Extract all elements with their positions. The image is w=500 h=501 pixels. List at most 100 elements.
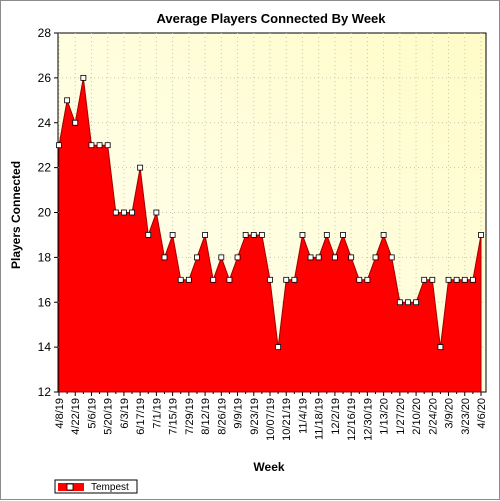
series-layer <box>56 74 484 393</box>
data-point <box>380 232 387 238</box>
x-tick-label: 12/2/19 <box>330 398 342 435</box>
y-axis-label: Players Connected <box>9 161 23 269</box>
x-tick-label: 4/6/20 <box>476 398 488 429</box>
y-tick-label: 14 <box>38 340 52 354</box>
data-point <box>469 276 476 283</box>
data-point <box>267 276 273 283</box>
data-point <box>405 299 411 306</box>
data-point <box>323 232 330 238</box>
data-point <box>185 276 192 283</box>
x-tick-label: 3/23/20 <box>460 398 472 435</box>
chart-title: Average Players Connected By Week <box>156 11 386 26</box>
data-point <box>56 142 62 149</box>
x-tick-label: 7/1/19 <box>151 398 163 429</box>
x-tick-label: 8/26/19 <box>216 398 228 435</box>
data-point <box>364 276 371 283</box>
data-point <box>242 232 249 238</box>
x-tick-label: 6/17/19 <box>135 398 147 435</box>
legend-label-tempest: Tempest <box>91 482 129 493</box>
data-point <box>218 254 225 261</box>
data-point <box>315 254 322 261</box>
x-tick-label: 10/07/19 <box>265 398 277 441</box>
x-axis: 4/8/19 4/22/19 5/6/19 5/20/19 6/3/19 6/17/19 7… <box>54 392 488 441</box>
data-point <box>112 209 119 216</box>
data-point <box>275 344 282 351</box>
y-tick-label: 18 <box>38 250 52 264</box>
data-point <box>461 276 468 283</box>
data-point <box>210 276 217 283</box>
data-point <box>88 142 95 149</box>
data-point <box>96 142 103 149</box>
data-point <box>478 232 484 238</box>
x-tick-label: 2/10/20 <box>411 398 423 435</box>
x-tick-label: 4/22/19 <box>70 398 82 435</box>
data-point <box>258 232 265 238</box>
data-point <box>372 254 379 261</box>
data-point <box>64 97 71 104</box>
data-point <box>388 254 395 261</box>
x-tick-label: 3/9/20 <box>444 398 456 429</box>
data-point <box>437 344 444 351</box>
legend: Tempest <box>54 479 138 494</box>
y-tick-label: 24 <box>38 116 52 130</box>
data-point <box>453 276 460 283</box>
data-point <box>121 209 127 216</box>
x-tick-label: 5/6/19 <box>86 398 98 429</box>
y-tick-label: 12 <box>38 385 52 399</box>
y-tick-label: 26 <box>38 71 52 85</box>
x-tick-label: 11/18/19 <box>314 398 326 440</box>
data-point <box>396 299 403 306</box>
x-tick-label: 12/30/19 <box>362 398 374 441</box>
x-tick-label: 12/16/19 <box>346 398 358 441</box>
data-point <box>348 254 355 261</box>
data-point <box>299 232 306 238</box>
data-point <box>307 254 314 261</box>
x-tick-label: 7/15/19 <box>168 398 180 435</box>
data-point <box>445 276 452 283</box>
x-tick-label: 1/27/20 <box>395 398 407 435</box>
data-point <box>421 276 428 283</box>
x-tick-label: 6/3/19 <box>119 398 131 429</box>
data-point <box>177 276 184 283</box>
data-point <box>202 232 208 238</box>
y-axis: 12 14 16 18 20 22 24 26 28 <box>38 26 58 399</box>
data-point <box>72 119 79 126</box>
data-point <box>283 276 290 283</box>
y-tick-label: 28 <box>38 26 52 40</box>
y-tick-label: 16 <box>38 295 52 309</box>
data-point <box>161 254 168 261</box>
x-axis-label: Week <box>253 460 284 474</box>
y-tick-label: 20 <box>38 206 52 220</box>
data-point <box>145 232 152 238</box>
data-point <box>80 74 87 81</box>
x-tick-label: 9/9/19 <box>233 398 245 429</box>
x-tick-label: 11/4/19 <box>297 398 309 434</box>
data-point <box>291 276 298 283</box>
x-tick-label: 9/23/19 <box>249 398 261 435</box>
data-point <box>429 276 436 283</box>
y-tick-label: 22 <box>38 161 52 175</box>
data-point <box>194 254 200 261</box>
data-point <box>137 164 144 171</box>
data-point <box>413 299 419 306</box>
x-tick-label: 1/13/20 <box>379 398 391 435</box>
x-tick-label: 4/8/19 <box>54 398 66 429</box>
data-point <box>332 254 338 261</box>
x-tick-label: 8/12/19 <box>200 398 212 435</box>
data-point <box>234 254 241 261</box>
x-tick-label: 10/21/19 <box>281 398 293 441</box>
legend-marker-tempest <box>66 483 74 491</box>
data-point <box>129 209 135 216</box>
data-point <box>356 276 363 283</box>
x-tick-label: 7/29/19 <box>184 398 196 435</box>
data-point <box>250 232 257 238</box>
data-point <box>153 209 160 216</box>
x-tick-label: 2/24/20 <box>427 398 439 435</box>
data-point <box>104 142 111 149</box>
data-point <box>226 276 233 283</box>
x-tick-label: 5/20/19 <box>103 398 115 435</box>
data-point <box>169 232 176 238</box>
data-point <box>340 232 346 238</box>
